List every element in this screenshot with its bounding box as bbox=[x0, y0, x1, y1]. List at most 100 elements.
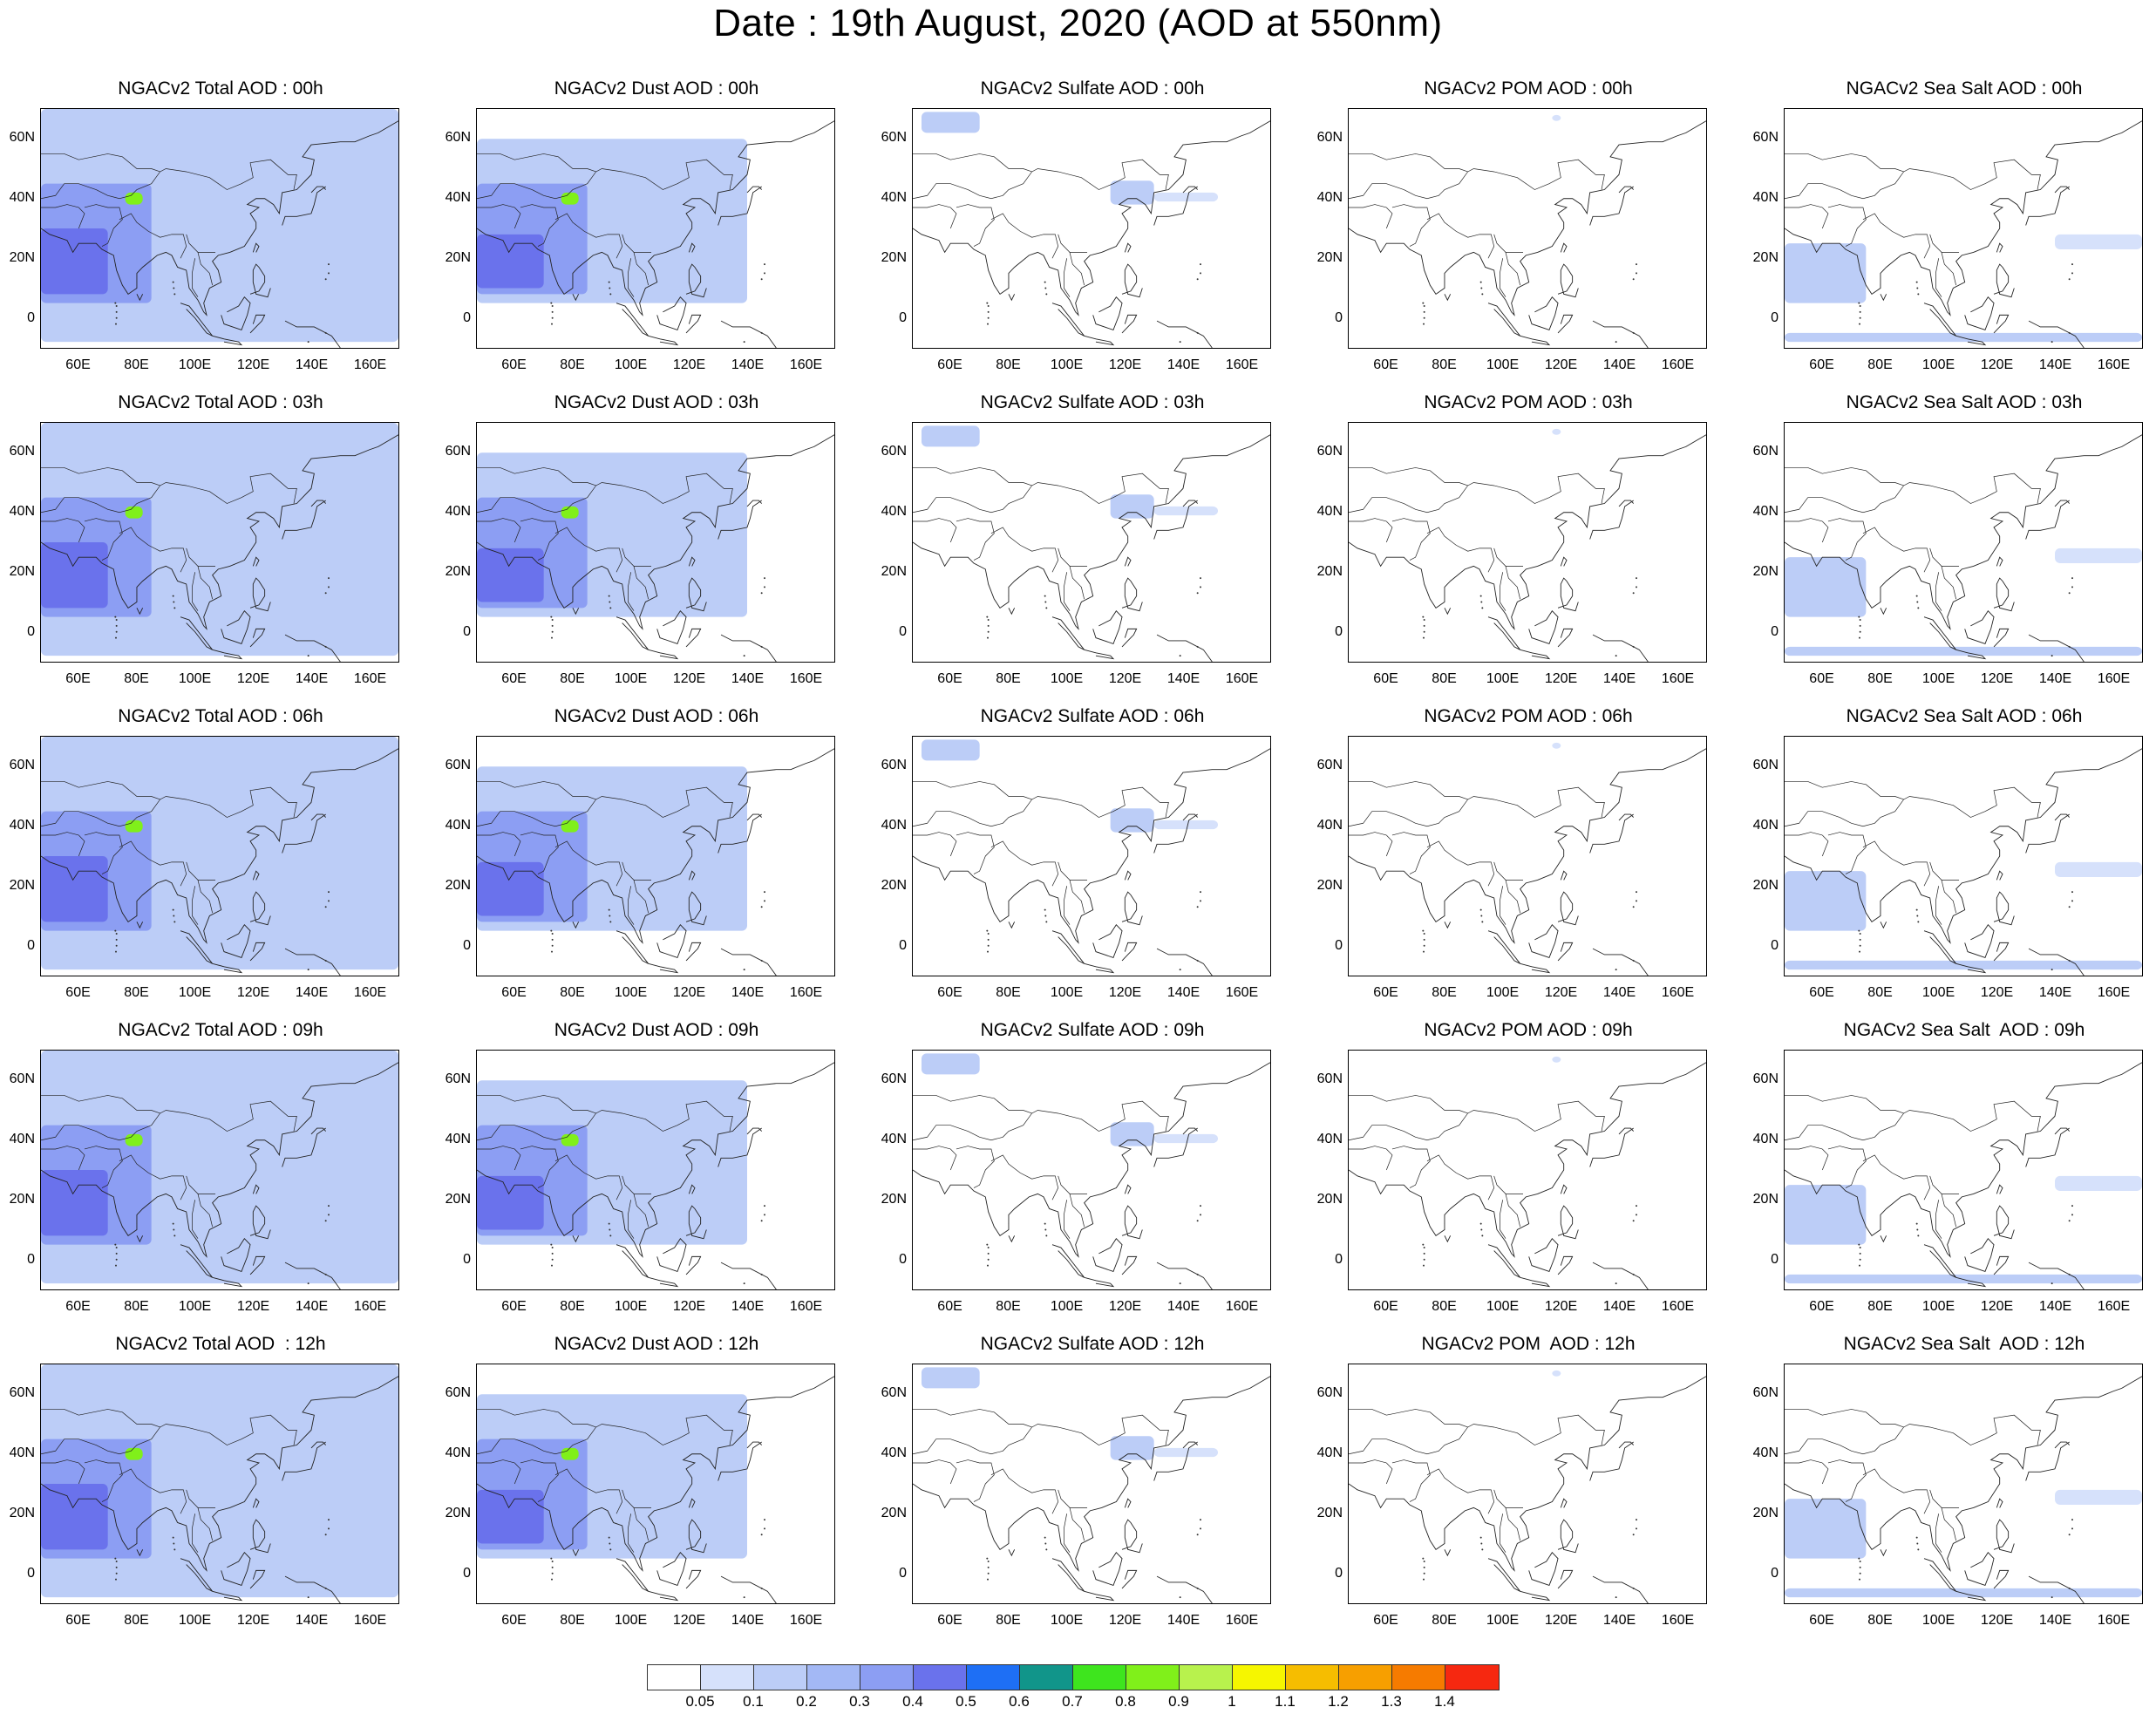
map-panel: NGACv2 Sea Salt AOD : 03h 60N 40N 20N 0 60E 80… bbox=[1744, 392, 2145, 706]
lat-tick-label: 0 bbox=[463, 937, 471, 953]
coastline bbox=[249, 314, 266, 334]
country-border bbox=[1500, 572, 1506, 611]
lon-tick-label: 80E bbox=[560, 1299, 585, 1314]
island-dot bbox=[1423, 950, 1425, 953]
map-plot bbox=[41, 737, 398, 976]
island-dot bbox=[1479, 1222, 1482, 1225]
island-dot bbox=[1636, 1527, 1637, 1530]
map-frame bbox=[1784, 736, 2143, 976]
lon-tick-label: 60E bbox=[1373, 671, 1398, 686]
lon-tick-label: 80E bbox=[1867, 1299, 1893, 1314]
coastline bbox=[913, 1376, 1270, 1572]
country-border bbox=[913, 781, 1032, 800]
island-dot bbox=[1859, 619, 1861, 622]
coastline bbox=[1560, 556, 1568, 567]
lon-tick-label: 100E bbox=[178, 671, 212, 686]
country-border bbox=[1349, 832, 1387, 836]
map-plot bbox=[41, 109, 398, 348]
coastline bbox=[1051, 1244, 1085, 1278]
lon-tick-label: 100E bbox=[178, 1299, 212, 1314]
island-dot bbox=[551, 316, 554, 319]
lon-tick-label: 160E bbox=[1661, 671, 1695, 686]
lat-tick-label: 40N bbox=[9, 189, 35, 205]
country-border bbox=[913, 204, 951, 208]
lon-tick-label: 60E bbox=[501, 357, 527, 372]
country-border bbox=[1385, 1462, 1393, 1485]
island-dot bbox=[987, 944, 990, 947]
lat-tick-label: 20N bbox=[1752, 877, 1779, 893]
coastline bbox=[1487, 930, 1520, 964]
coastline bbox=[249, 1569, 266, 1589]
country-border bbox=[1862, 213, 1931, 259]
lon-tick-label: 60E bbox=[501, 1613, 527, 1628]
island-dot bbox=[986, 302, 989, 304]
country-border bbox=[1500, 1200, 1506, 1239]
country-border bbox=[513, 520, 521, 543]
island-dot bbox=[1423, 933, 1425, 935]
coastline bbox=[1520, 962, 1551, 974]
island-dot bbox=[2071, 586, 2073, 588]
lon-tick-label: 160E bbox=[1661, 1613, 1695, 1628]
island-dot bbox=[1045, 921, 1048, 923]
island-dot bbox=[1859, 1578, 1860, 1581]
lat-tick-label: 20N bbox=[1316, 877, 1343, 893]
country-border bbox=[186, 234, 216, 253]
coastline bbox=[1349, 1062, 1706, 1258]
aod-region bbox=[561, 1133, 579, 1146]
aod-region bbox=[1552, 114, 1561, 121]
aod-region bbox=[125, 506, 143, 519]
island-dot bbox=[1200, 1214, 1201, 1216]
island-dot bbox=[328, 586, 330, 588]
coastline bbox=[656, 1238, 687, 1273]
island-dot bbox=[986, 1243, 989, 1246]
island-dot bbox=[760, 1220, 763, 1222]
colorbar-box bbox=[1286, 1665, 1339, 1690]
country-border bbox=[1505, 566, 1520, 600]
panel-title: NGACv2 Dust AOD : 00h bbox=[554, 78, 759, 99]
coastline bbox=[648, 962, 679, 974]
lon-tick-label: 60E bbox=[65, 985, 91, 1000]
island-dot bbox=[987, 1566, 990, 1568]
colorbar-label: 0.7 bbox=[1062, 1693, 1083, 1710]
island-dot bbox=[551, 1258, 554, 1261]
coastline bbox=[284, 1262, 341, 1289]
island-dot bbox=[743, 1282, 745, 1285]
lat-tick-label: 20N bbox=[1752, 249, 1779, 265]
island-dot bbox=[1917, 293, 1920, 296]
coastline bbox=[1993, 314, 2010, 334]
island-dot bbox=[987, 1247, 990, 1249]
lon-tick-label: 80E bbox=[124, 985, 149, 1000]
country-border bbox=[1785, 518, 1823, 522]
country-border bbox=[1941, 566, 1956, 600]
country-border bbox=[1827, 518, 1867, 561]
lon-tick-label: 60E bbox=[937, 1299, 962, 1314]
coastline bbox=[1349, 1376, 1706, 1572]
country-border bbox=[628, 1513, 635, 1553]
coastline bbox=[1589, 1441, 1634, 1481]
coastline bbox=[284, 320, 341, 348]
coastline bbox=[2054, 1127, 2071, 1135]
island-dot bbox=[987, 938, 990, 941]
island-dot bbox=[1196, 906, 1199, 908]
lat-tick-label: 60N bbox=[445, 1071, 471, 1086]
coastline bbox=[616, 1558, 649, 1592]
island-dot bbox=[608, 281, 610, 283]
coastline bbox=[310, 500, 327, 507]
island-dot bbox=[173, 293, 176, 296]
island-dot bbox=[1915, 908, 1918, 911]
island-dot bbox=[114, 616, 117, 618]
island-dot bbox=[1423, 938, 1425, 941]
map-plot bbox=[477, 1376, 834, 1603]
lon-tick-label: 60E bbox=[501, 1299, 527, 1314]
island-dot bbox=[1179, 1282, 1181, 1285]
country-border bbox=[513, 834, 521, 857]
coastline bbox=[1520, 335, 1551, 346]
coastline bbox=[284, 1575, 341, 1603]
island-dot bbox=[1636, 586, 1637, 588]
coastline bbox=[310, 186, 327, 194]
lon-tick-label: 80E bbox=[996, 985, 1021, 1000]
coastline bbox=[1557, 1569, 1574, 1589]
map-plot bbox=[477, 120, 834, 348]
map-plot bbox=[1349, 742, 1706, 976]
lon-tick-label: 120E bbox=[672, 1299, 706, 1314]
